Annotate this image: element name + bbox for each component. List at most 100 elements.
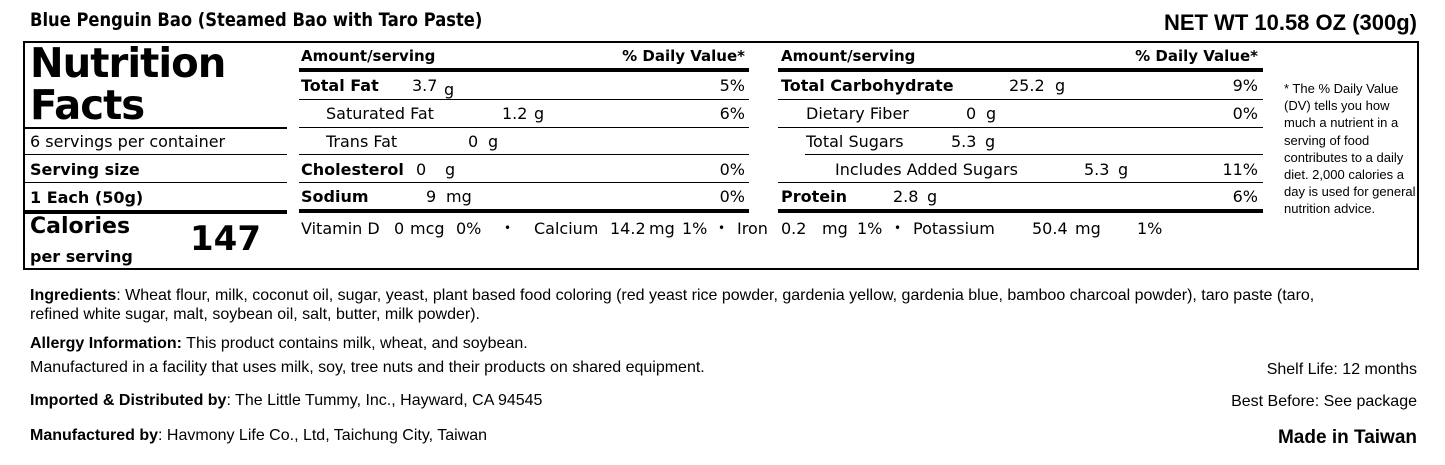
nutrient-dv: 0% bbox=[719, 187, 745, 206]
nutrition-facts-panel bbox=[23, 41, 1419, 270]
nutrient-name: Dietary Fiber bbox=[806, 104, 909, 123]
nutrient-name: Trans Fat bbox=[326, 132, 398, 151]
separator-dot: • bbox=[718, 221, 726, 235]
allergy-text: This product contains milk, wheat, and s… bbox=[182, 335, 528, 352]
nutrient-unit: g bbox=[927, 187, 938, 206]
ingredients-label: Ingredients bbox=[30, 287, 117, 304]
nutrient-unit: g bbox=[985, 132, 996, 151]
nutrient-unit: g bbox=[1055, 76, 1066, 95]
allergy-label: Allergy Information: bbox=[30, 335, 183, 352]
servings-per-container: 6 servings per container bbox=[30, 132, 226, 151]
serving-size-label: Serving size bbox=[30, 160, 140, 179]
ingredients-text: : Wheat flour, milk, coconut oil, sugar,… bbox=[116, 287, 1315, 304]
divider bbox=[299, 154, 749, 155]
nutrient-name: Total Carbohydrate bbox=[781, 76, 954, 95]
divider bbox=[778, 182, 1263, 183]
net-weight: NET WT 10.58 OZ (300g) bbox=[1163, 10, 1417, 35]
divider bbox=[25, 154, 287, 155]
amount-serving-header: Amount/serving bbox=[781, 47, 916, 65]
nutrient-name: Cholesterol bbox=[301, 160, 404, 179]
nutrient-amount: 1.2 bbox=[502, 104, 528, 123]
calcium-unit: mg bbox=[649, 219, 675, 238]
divider bbox=[778, 127, 1263, 128]
nutrient-name: Saturated Fat bbox=[326, 104, 434, 123]
iron-amount: 0.2 bbox=[781, 219, 807, 238]
per-serving-label: per serving bbox=[30, 247, 133, 266]
thick-divider bbox=[299, 68, 749, 72]
iron-name: Iron bbox=[737, 219, 768, 238]
separator-dot: • bbox=[894, 221, 902, 235]
separator-dot: • bbox=[504, 221, 512, 235]
calories-value: 147 bbox=[190, 219, 261, 259]
divider bbox=[299, 127, 749, 128]
nutrient-dv: 0% bbox=[719, 160, 745, 179]
nutrient-amount: 5.3 bbox=[951, 132, 977, 151]
calcium-dv: 1% bbox=[682, 219, 708, 238]
daily-value-header: % Daily Value* bbox=[622, 47, 745, 65]
thick-divider bbox=[778, 209, 1263, 213]
thick-divider bbox=[778, 68, 1263, 72]
nutrient-amount: 2.8 bbox=[893, 187, 919, 206]
nutrient-amount: 0 bbox=[416, 160, 427, 179]
calories-label: Calories bbox=[30, 214, 131, 239]
calcium-name: Calcium bbox=[534, 219, 599, 238]
nutrient-dv: 5% bbox=[719, 76, 745, 95]
nutrient-unit: mg bbox=[446, 187, 472, 206]
nutrient-unit: g bbox=[444, 80, 455, 99]
nutrient-unit: g bbox=[534, 104, 545, 123]
best-before: Best Before: See package bbox=[1231, 393, 1417, 410]
nutrient-amount: 25.2 bbox=[1009, 76, 1045, 95]
daily-value-footnote: * The % Daily Value (DV) tells you how m… bbox=[1284, 81, 1416, 217]
imported-line: Imported & Distributed by: The Little Tu… bbox=[30, 392, 542, 410]
nutrient-dv: 6% bbox=[1232, 187, 1258, 206]
serving-size-value: 1 Each (50g) bbox=[30, 188, 144, 207]
nutrient-amount: 5.3 bbox=[1084, 160, 1110, 179]
manufactured-line: Manufactured by: Havmony Life Co., Ltd, … bbox=[30, 427, 487, 445]
nutrient-name: Total Fat bbox=[301, 76, 379, 95]
thick-divider bbox=[25, 210, 287, 214]
nutrient-unit: g bbox=[1118, 160, 1129, 179]
daily-value-header: % Daily Value* bbox=[1135, 47, 1258, 65]
nutrient-unit: g bbox=[986, 104, 997, 123]
nutrient-name: Includes Added Sugars bbox=[835, 160, 1018, 179]
nutrient-dv: 6% bbox=[719, 104, 745, 123]
imported-label: Imported & Distributed by bbox=[30, 392, 227, 409]
vitamin-d-unit: mcg bbox=[410, 219, 445, 238]
product-title: Blue Penguin Bao (Steamed Bao with Taro … bbox=[30, 9, 483, 31]
divider bbox=[299, 182, 749, 183]
divider bbox=[25, 127, 287, 129]
nutrient-unit: g bbox=[445, 160, 456, 179]
potassium-amount: 50.4 bbox=[1032, 219, 1068, 238]
nutrient-name: Sodium bbox=[301, 187, 369, 206]
vitamin-d-dv: 0% bbox=[456, 219, 482, 238]
shelf-life: Shelf Life: 12 months bbox=[1266, 361, 1417, 378]
ingredients-text-line2: refined white sugar, malt, soybean oil, … bbox=[30, 306, 480, 323]
divider bbox=[299, 99, 749, 100]
nutrition-facts-title-line2: Facts bbox=[30, 81, 145, 129]
manufactured-label: Manufactured by bbox=[30, 427, 159, 444]
nutrient-amount: 9 bbox=[426, 187, 437, 206]
nutrient-dv: 0% bbox=[1232, 104, 1258, 123]
facility-statement: Manufactured in a facility that uses mil… bbox=[30, 359, 705, 376]
nutrient-dv: 9% bbox=[1232, 76, 1258, 95]
potassium-name: Potassium bbox=[913, 219, 995, 238]
vitamin-d-amount: 0 bbox=[394, 219, 405, 238]
potassium-dv: 1% bbox=[1137, 219, 1163, 238]
calcium-amount: 14.2 bbox=[610, 219, 646, 238]
nutrient-name: Total Sugars bbox=[806, 132, 904, 151]
ingredients-line: Ingredients: Wheat flour, milk, coconut … bbox=[30, 287, 1314, 305]
vitamin-d-name: Vitamin D bbox=[301, 219, 380, 238]
nutrient-amount: 3.7 bbox=[412, 76, 438, 95]
nutrient-name: Protein bbox=[781, 187, 847, 206]
manufactured-text: : Havmony Life Co., Ltd, Taichung City, … bbox=[158, 427, 488, 444]
iron-unit: mg bbox=[822, 219, 848, 238]
thick-divider bbox=[299, 209, 749, 213]
imported-text: : The Little Tummy, Inc., Hayward, CA 94… bbox=[226, 392, 543, 409]
nutrition-facts-title-line1: Nutrition bbox=[30, 39, 226, 87]
potassium-unit: mg bbox=[1075, 219, 1101, 238]
nutrient-amount: 0 bbox=[468, 132, 479, 151]
amount-serving-header: Amount/serving bbox=[301, 47, 436, 65]
divider bbox=[778, 99, 1263, 100]
nutrient-amount: 0 bbox=[966, 104, 977, 123]
nutrient-unit: g bbox=[488, 132, 499, 151]
